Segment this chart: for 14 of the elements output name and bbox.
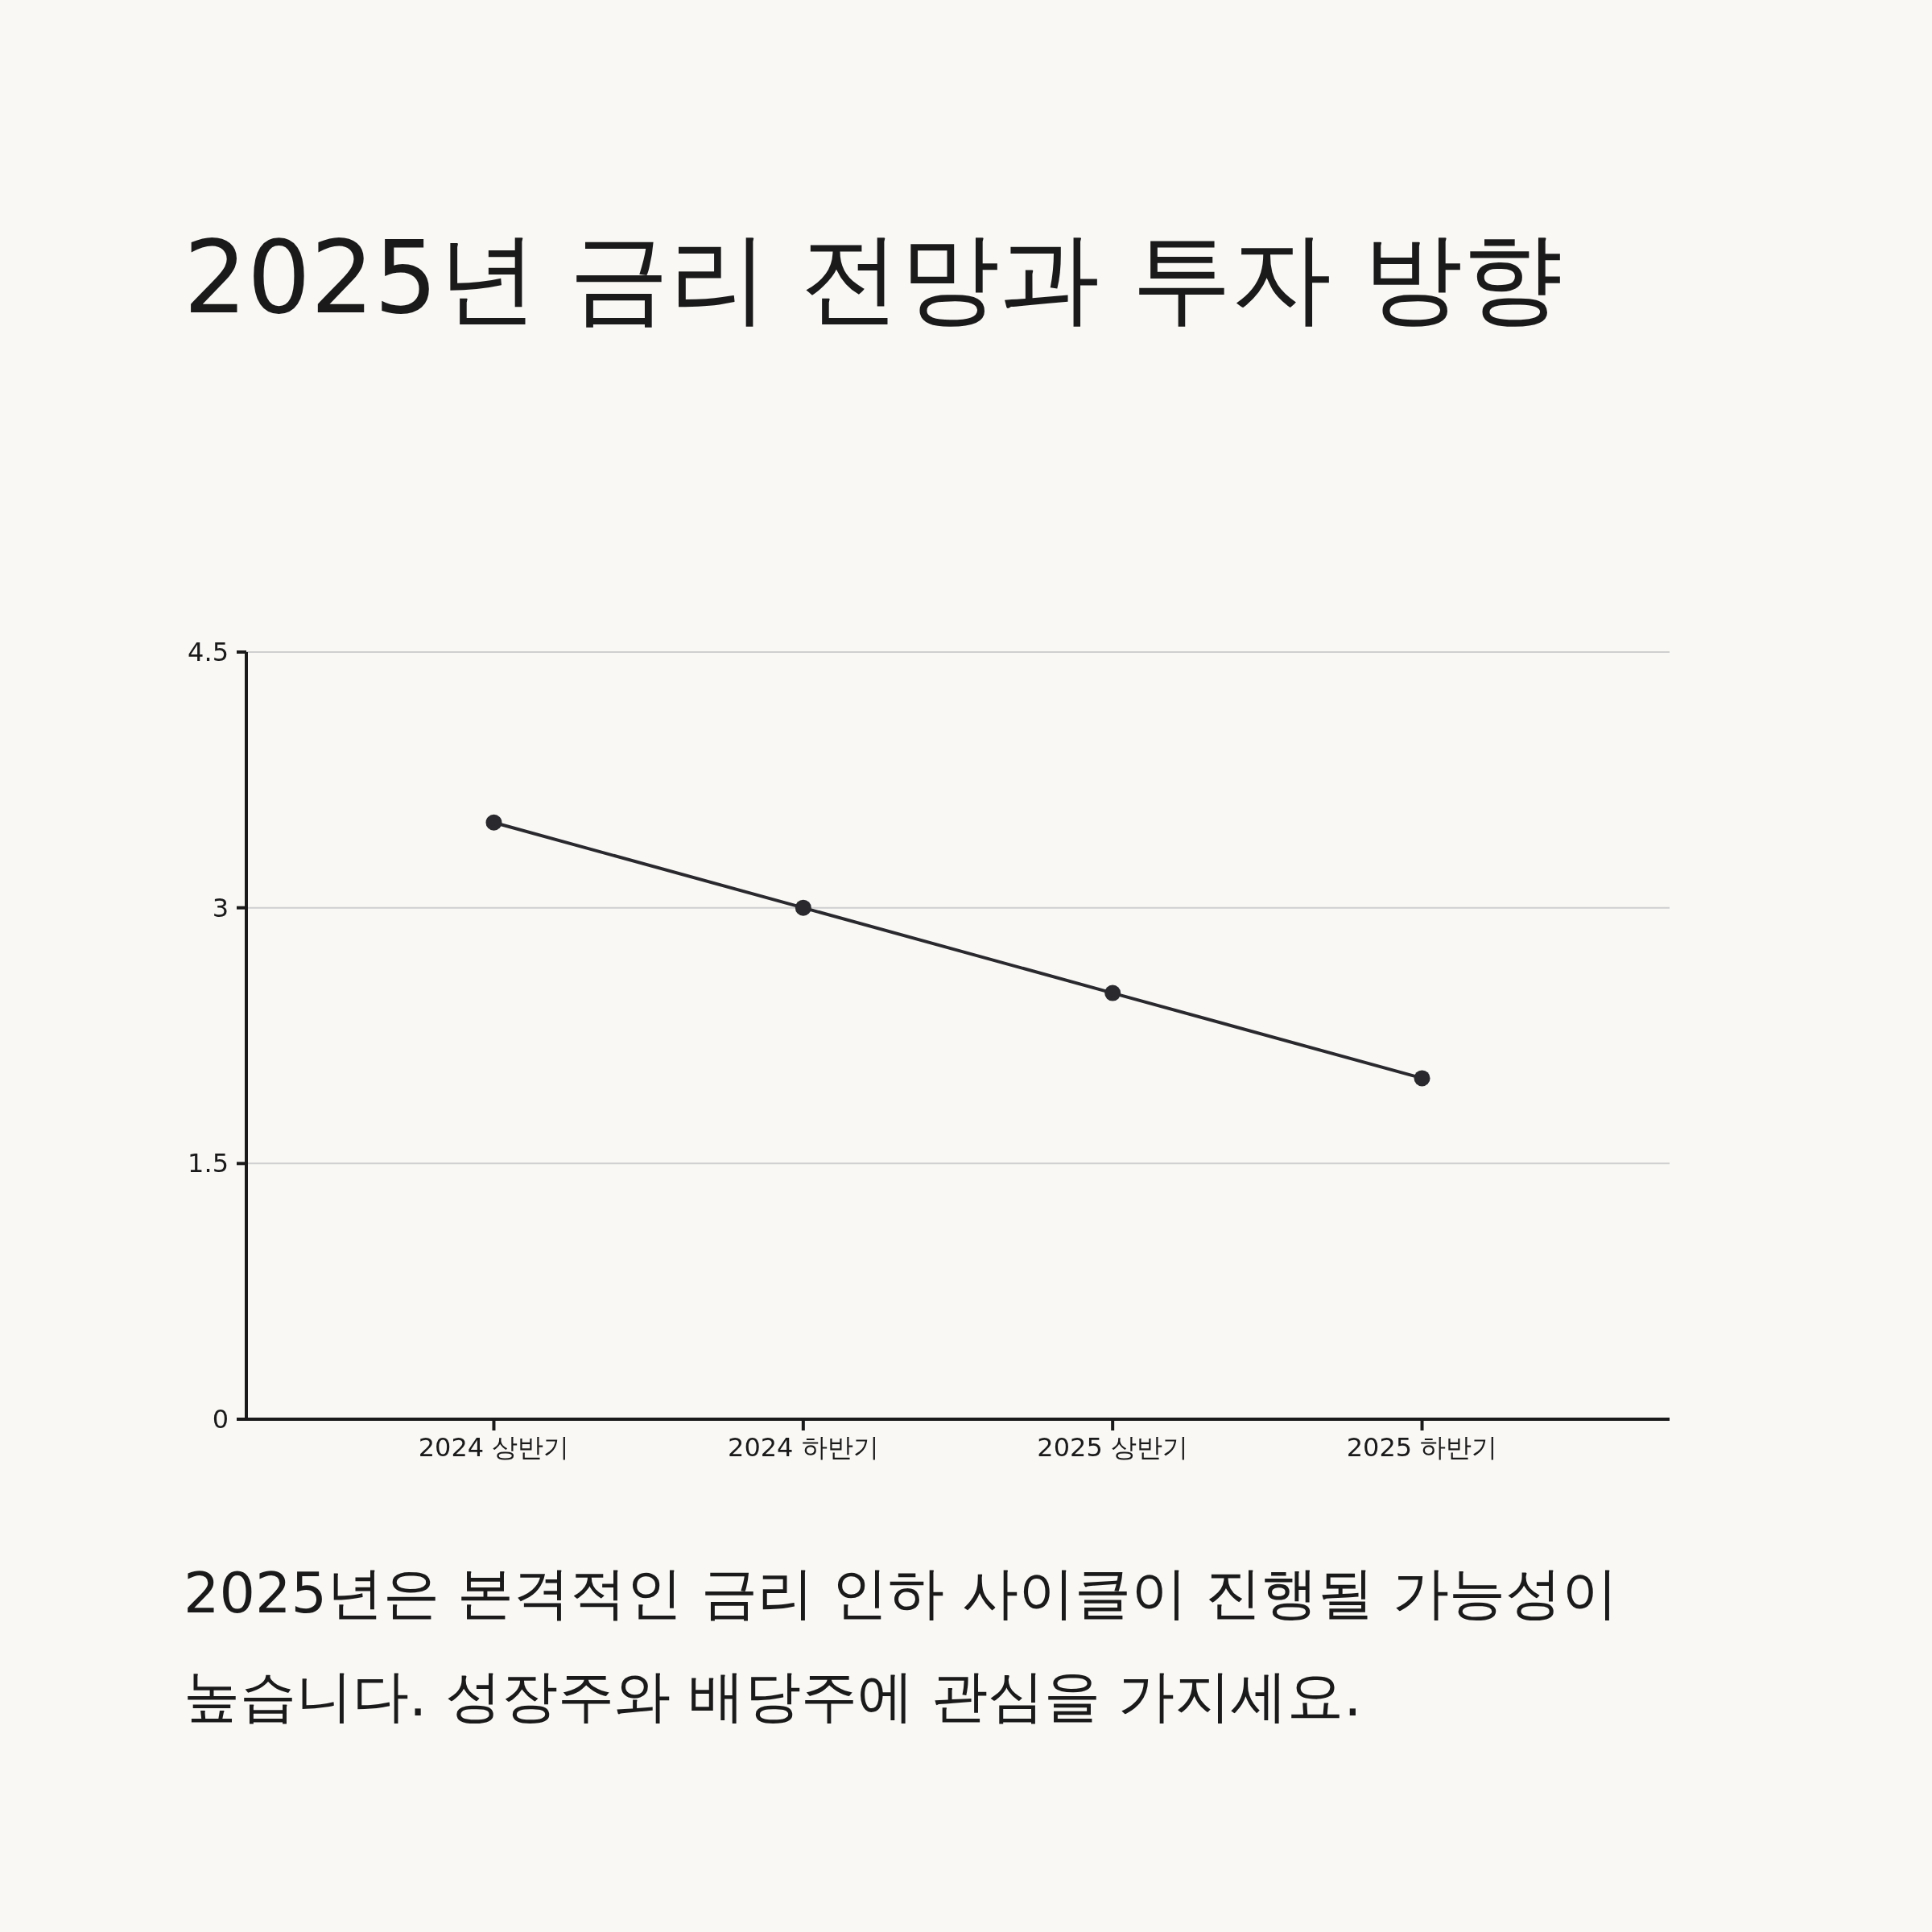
x-tick-label: 2025 하반기 bbox=[1346, 1432, 1498, 1463]
y-tick-label: 0 bbox=[212, 1404, 229, 1435]
point bbox=[795, 899, 811, 916]
point bbox=[485, 814, 502, 831]
point bbox=[1414, 1070, 1430, 1087]
x-tick-label: 2024 하반기 bbox=[728, 1432, 879, 1463]
x-tick-label: 2025 상반기 bbox=[1037, 1432, 1188, 1463]
x-tick-label: 2024 상반기 bbox=[418, 1432, 570, 1463]
text: 2025년은 본격적인 금리 인하 사이클이 진행될 가능성이 높습니다. 성장주와 배당주에 관심을 가지세요. bbox=[184, 1559, 1619, 1731]
chart-title: 2025년 금리 전망과 투자 방향 bbox=[184, 219, 1564, 337]
y-tick-label: 1.5 bbox=[188, 1148, 229, 1179]
y-tick-label: 3 bbox=[212, 892, 229, 923]
y-tick-label: 4.5 bbox=[188, 637, 229, 667]
point bbox=[1104, 985, 1121, 1001]
